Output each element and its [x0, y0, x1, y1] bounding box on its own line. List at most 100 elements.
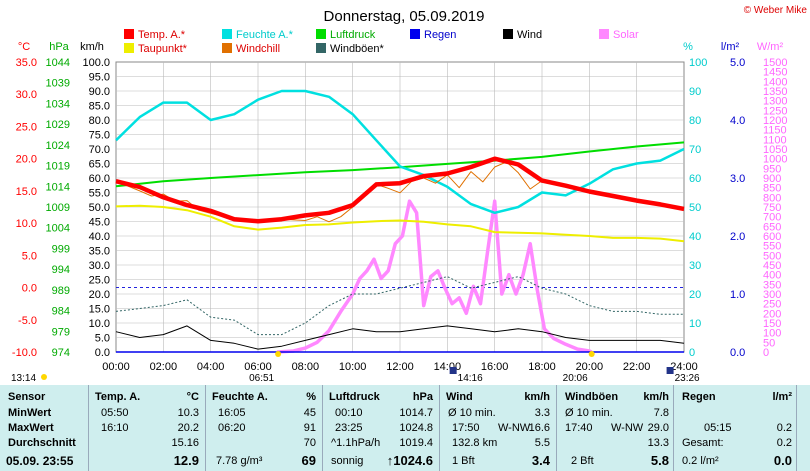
wind-axis-tick: 15.0 — [89, 304, 110, 316]
solar-axis-tick: 250 — [763, 299, 781, 311]
temp-max-time: 16:10 — [101, 422, 129, 434]
wind-axis-tick: 75.0 — [89, 130, 110, 142]
wind-header: Wind — [446, 391, 473, 403]
series-taupunkt — [115, 204, 685, 243]
rain-max-time: 05:15 — [704, 422, 732, 434]
sunrise-marker — [275, 351, 282, 357]
wind-axis-tick: 80.0 — [89, 115, 110, 127]
wind-axis-tick: 0.0 — [95, 347, 110, 359]
legend-swatch — [124, 43, 134, 53]
pressure-current: ↑1024.6 — [386, 453, 433, 468]
wind-axis-tick: 85.0 — [89, 101, 110, 113]
wind-avg10-label: Ø 10 min. — [448, 407, 496, 419]
max-row-label: MaxWert — [8, 422, 54, 434]
wind-axis-tick: 25.0 — [89, 275, 110, 287]
solar-axis-tick: 750 — [763, 202, 781, 214]
temp-axis-tick: 35.0 — [16, 57, 37, 69]
humidity-axis-tick: 80 — [689, 115, 701, 127]
solar-axis-tick: 950 — [763, 163, 781, 175]
table-divider — [205, 385, 206, 471]
pressure-status: sonnig — [331, 455, 364, 467]
left-time: 13:14 — [11, 373, 36, 384]
sunset-time: 20:06 — [563, 373, 588, 384]
wind-axis-tick: 55.0 — [89, 188, 110, 200]
gusts-column: Windböen km/h Ø 10 min. 7.8 17:40 W-NW 2… — [557, 385, 673, 471]
sensor-column: Sensor MinWert MaxWert Durchschnitt 05.0… — [0, 385, 88, 471]
temp-axis-tick: 25.0 — [16, 121, 37, 133]
wind-axis-tick: 20.0 — [89, 289, 110, 301]
gusts-max-dir: W-NW — [611, 422, 644, 434]
gusts-current: 5.8 — [650, 453, 669, 468]
rain-header: Regen — [682, 391, 716, 403]
wind-axis-tick: 60.0 — [89, 173, 110, 185]
humidity-axis-tick: 30 — [689, 260, 701, 272]
gusts-avg-val: 13.3 — [647, 437, 669, 449]
wind-avg10-val: 3.3 — [534, 407, 550, 419]
humidity-min-time: 16:05 — [218, 407, 246, 419]
legend-swatch — [222, 29, 232, 39]
humidity-column: Feuchte A. % 16:05 45 06:20 91 70 7.78 g… — [206, 385, 322, 471]
pressure-axis-tick: 1029 — [46, 119, 70, 131]
solar-axis-tick: 100 — [763, 328, 781, 340]
legend-label: Luftdruck — [330, 29, 376, 41]
rain-axis-tick: 4.0 — [730, 115, 745, 127]
wind-axis-tick: 10.0 — [89, 318, 110, 330]
rain-total-label: Gesamt: — [682, 437, 724, 449]
pressure-axis-tick: 979 — [52, 326, 70, 338]
wind-axis-tick: 50.0 — [89, 202, 110, 214]
temp-unit: °C — [186, 391, 199, 403]
pressure-unit: hPa — [412, 391, 433, 403]
gusts-header: Windböen — [565, 391, 619, 403]
statistics-table: Sensor MinWert MaxWert Durchschnitt 05.0… — [0, 385, 810, 471]
legend-swatch — [124, 29, 134, 39]
temp-axis-tick: -10.0 — [12, 347, 37, 359]
moonset-time: 23:26 — [675, 373, 700, 384]
humidity-current: 69 — [301, 453, 316, 468]
x-axis-tick: 22:00 — [623, 361, 651, 373]
solar-axis-tick: 800 — [763, 192, 781, 204]
solar-axis-tick: 1200 — [763, 115, 787, 127]
gusts-unit: km/h — [643, 391, 669, 403]
wind-max-val: 16.6 — [528, 422, 550, 434]
wind-column: Wind km/h Ø 10 min. 3.3 17:50 W-NW 16.6 … — [440, 385, 556, 471]
sunrise-time: 06:51 — [249, 373, 274, 384]
rain-axis-tick: 0.0 — [730, 347, 745, 359]
rain-total-val: 0.2 — [776, 437, 792, 449]
solar-axis-unit: W/m² — [757, 41, 784, 53]
legend-swatch — [316, 43, 326, 53]
table-divider — [673, 385, 674, 471]
legend-swatch — [316, 29, 326, 39]
pressure-axis-tick: 974 — [52, 347, 70, 359]
series-windb-en — [115, 276, 684, 336]
current-time: 05.09. 23:55 — [6, 454, 74, 468]
pressure-column: Luftdruck hPa 00:10 1014.7 23:25 1024.8 … — [323, 385, 439, 471]
legend-swatch — [599, 29, 609, 39]
wind-axis-unit: km/h — [80, 41, 104, 53]
rain-axis-tick: 5.0 — [730, 57, 745, 69]
humidity-axis-tick: 0 — [689, 347, 695, 359]
pressure-axis-tick: 1024 — [46, 140, 70, 152]
solar-axis-tick: 300 — [763, 289, 781, 301]
rain-axis-tick: 2.0 — [730, 231, 745, 243]
humidity-axis-unit: % — [683, 41, 693, 53]
gusts-max-time: 17:40 — [565, 422, 593, 434]
table-divider — [439, 385, 440, 471]
legend-swatch — [410, 29, 420, 39]
wind-axis-tick: 30.0 — [89, 260, 110, 272]
solar-axis-tick: 1450 — [763, 67, 787, 79]
temp-current: 12.9 — [173, 453, 199, 468]
pressure-header: Luftdruck — [329, 391, 380, 403]
wind-max-time: 17:50 — [452, 422, 480, 434]
solar-axis-tick: 400 — [763, 270, 781, 282]
wind-axis-tick: 5.0 — [95, 333, 110, 345]
weather-chart: Donnerstag, 05.09.2019 © Weber Mike Temp… — [11, 5, 807, 384]
rain-axis-tick: 1.0 — [730, 289, 745, 301]
pressure-axis-unit: hPa — [49, 41, 69, 53]
legend-label: Temp. A.* — [138, 29, 186, 41]
pressure-max-time: 23:25 — [335, 422, 363, 434]
gusts-bft: 2 Bft — [571, 455, 594, 467]
x-axis-tick: 16:00 — [481, 361, 509, 373]
temp-axis-tick: 10.0 — [16, 218, 37, 230]
solar-axis-tick: 550 — [763, 241, 781, 253]
